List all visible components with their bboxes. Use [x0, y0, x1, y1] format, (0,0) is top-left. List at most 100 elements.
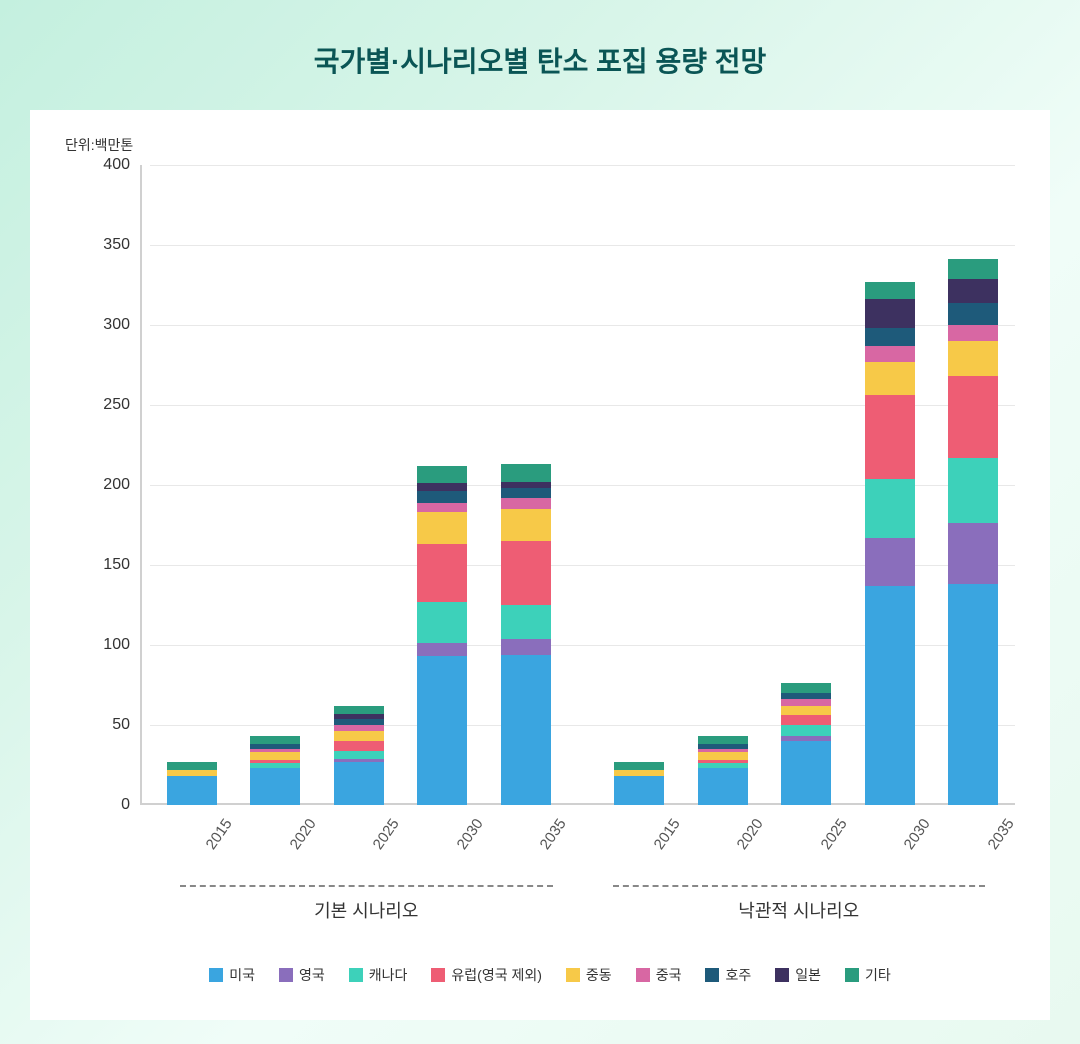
bar-segment-mideast — [781, 706, 831, 716]
legend-item-australia: 호주 — [705, 965, 751, 985]
y-tick-label: 50 — [112, 716, 130, 734]
legend-item-japan: 일본 — [775, 965, 821, 985]
bar-segment-canada — [948, 458, 998, 524]
bar-segment-canada — [865, 479, 915, 538]
bar-segment-australia — [865, 328, 915, 346]
legend-swatch — [775, 968, 789, 982]
bar-segment-australia — [417, 491, 467, 502]
legend-item-europe: 유럽(영국 제외) — [431, 965, 542, 985]
bar-segment-japan — [948, 279, 998, 303]
legend-item-canada: 캐나다 — [349, 965, 408, 985]
bar-segment-other — [417, 466, 467, 484]
bar-group — [932, 259, 1016, 805]
scenario-divider — [613, 885, 986, 887]
stacked-bar — [781, 683, 831, 805]
bar-segment-usa — [948, 584, 998, 805]
y-tick-label: 100 — [103, 636, 130, 654]
y-tick-label: 200 — [103, 476, 130, 494]
bar-segment-mideast — [948, 341, 998, 376]
legend-swatch — [636, 968, 650, 982]
bar-segment-canada — [334, 751, 384, 759]
bar-segment-japan — [417, 483, 467, 491]
legend-swatch — [279, 968, 293, 982]
bar-segment-other — [865, 282, 915, 300]
bar-group — [848, 282, 932, 805]
bar-segment-canada — [501, 605, 551, 639]
y-tick-label: 300 — [103, 316, 130, 334]
bar-segment-japan — [865, 299, 915, 328]
y-tick-label: 400 — [103, 156, 130, 174]
bar-segment-australia — [501, 488, 551, 498]
legend-label: 캐나다 — [369, 965, 408, 985]
bar-segment-china — [948, 325, 998, 341]
legend-swatch — [349, 968, 363, 982]
legend-swatch — [566, 968, 580, 982]
y-tick-label: 350 — [103, 236, 130, 254]
bar-segment-china — [417, 503, 467, 513]
legend-swatch — [845, 968, 859, 982]
legend-swatch — [431, 968, 445, 982]
bar-segment-china — [501, 498, 551, 509]
bar-segment-europe — [781, 715, 831, 725]
legend-label: 일본 — [795, 965, 821, 985]
stacked-bar — [417, 466, 467, 805]
stacked-bar — [501, 464, 551, 805]
bar-segment-uk — [948, 523, 998, 584]
bar-segment-other — [948, 259, 998, 278]
legend-item-mideast: 중동 — [566, 965, 612, 985]
bar-segment-mideast — [417, 512, 467, 544]
bar-segment-canada — [781, 725, 831, 736]
legend-label: 영국 — [299, 965, 325, 985]
bar-segment-europe — [948, 376, 998, 458]
legend: 미국 영국 캐나다 유럽(영국 제외) 중동 중국 호주 일본 기타 — [90, 965, 1010, 985]
legend-label: 호주 — [725, 965, 751, 985]
bar-segment-other — [250, 736, 300, 744]
bar-segment-other — [614, 762, 664, 770]
bar-segment-europe — [501, 541, 551, 605]
scenario-base: 기본 시나리오 — [150, 885, 583, 923]
legend-item-china: 중국 — [636, 965, 682, 985]
scenario-optimistic-label: 낙관적 시나리오 — [583, 897, 1016, 923]
bar-segment-other — [698, 736, 748, 744]
x-axis-labels: 2015202020252030203520152020202520302035 — [150, 815, 1015, 865]
scenario-labels: 기본 시나리오 낙관적 시나리오 — [150, 885, 1015, 923]
y-axis-line — [140, 165, 142, 805]
legend-label: 유럽(영국 제외) — [451, 965, 542, 985]
bars-container — [150, 165, 1015, 805]
bar-segment-uk — [501, 639, 551, 655]
legend-item-other: 기타 — [845, 965, 891, 985]
scenario-base-label: 기본 시나리오 — [150, 897, 583, 923]
bar-segment-usa — [865, 586, 915, 805]
bar-segment-other — [781, 683, 831, 693]
y-tick-label: 150 — [103, 556, 130, 574]
chart-container: 단위:백만톤 050100150200250300350400 20152020… — [30, 110, 1050, 1020]
bar-group — [484, 464, 568, 805]
bar-segment-australia — [948, 303, 998, 325]
bar-segment-europe — [865, 395, 915, 478]
bar-segment-uk — [865, 538, 915, 586]
bar-segment-mideast — [334, 731, 384, 741]
bar-segment-mideast — [865, 362, 915, 396]
bar-segment-china — [865, 346, 915, 362]
legend-label: 미국 — [229, 965, 255, 985]
bar-segment-europe — [334, 741, 384, 751]
legend-item-usa: 미국 — [209, 965, 255, 985]
y-tick-label: 250 — [103, 396, 130, 414]
legend-label: 중국 — [656, 965, 682, 985]
scenario-optimistic: 낙관적 시나리오 — [583, 885, 1016, 923]
bar-segment-mideast — [250, 752, 300, 760]
bar-segment-usa — [501, 655, 551, 805]
legend-swatch — [209, 968, 223, 982]
unit-label: 단위:백만톤 — [65, 135, 133, 155]
bar-segment-canada — [417, 602, 467, 644]
stacked-bar — [865, 282, 915, 805]
bar-segment-uk — [417, 643, 467, 656]
legend-label: 기타 — [865, 965, 891, 985]
scenario-divider — [180, 885, 553, 887]
stacked-bar — [948, 259, 998, 805]
chart-title: 국가별·시나리오별 탄소 포집 용량 전망 — [30, 40, 1050, 80]
legend-item-uk: 영국 — [279, 965, 325, 985]
bar-segment-europe — [417, 544, 467, 602]
bar-segment-other — [334, 706, 384, 714]
bar-segment-other — [167, 762, 217, 770]
